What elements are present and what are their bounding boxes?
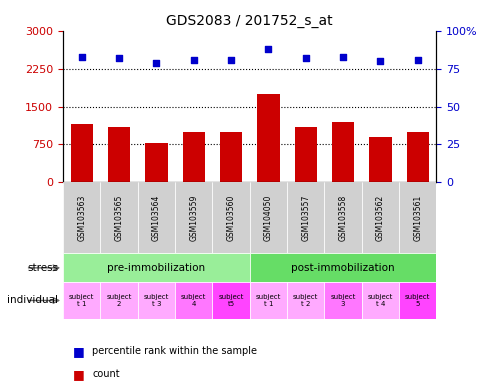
Bar: [182, 132, 205, 182]
Text: GSM103560: GSM103560: [226, 195, 235, 241]
Bar: [175, 182, 212, 253]
Bar: [287, 182, 324, 253]
Bar: [406, 132, 428, 182]
Text: GSM103562: GSM103562: [375, 195, 384, 241]
Text: GSM103558: GSM103558: [338, 195, 347, 241]
Bar: [100, 282, 137, 319]
Bar: [249, 253, 436, 282]
Point: [376, 58, 383, 64]
Point: [413, 56, 421, 63]
Bar: [294, 127, 317, 182]
Text: subject
5: subject 5: [404, 294, 430, 307]
Bar: [107, 127, 130, 182]
Bar: [219, 132, 242, 182]
Text: subject
4: subject 4: [181, 294, 206, 307]
Bar: [212, 282, 249, 319]
Text: stress: stress: [27, 263, 58, 273]
Text: GSM103563: GSM103563: [77, 195, 86, 241]
Bar: [361, 282, 398, 319]
Text: GSM103565: GSM103565: [114, 195, 123, 241]
Point: [227, 56, 234, 63]
Title: GDS2083 / 201752_s_at: GDS2083 / 201752_s_at: [166, 14, 333, 28]
Text: GSM104050: GSM104050: [263, 195, 272, 241]
Point: [338, 53, 346, 60]
Bar: [331, 122, 354, 182]
Text: GSM103559: GSM103559: [189, 195, 198, 241]
Bar: [398, 282, 436, 319]
Text: ■: ■: [73, 345, 84, 358]
Text: percentile rank within the sample: percentile rank within the sample: [92, 346, 257, 356]
Bar: [287, 282, 324, 319]
Point: [264, 46, 272, 52]
Bar: [212, 182, 249, 253]
Text: individual: individual: [7, 295, 58, 306]
Bar: [70, 124, 93, 182]
Text: subject
2: subject 2: [106, 294, 132, 307]
Bar: [249, 282, 287, 319]
Bar: [257, 94, 279, 182]
Text: GSM103557: GSM103557: [301, 195, 310, 241]
Point: [189, 56, 197, 63]
Text: subject
t5: subject t5: [218, 294, 243, 307]
Text: subject
t 2: subject t 2: [292, 294, 318, 307]
Text: pre-immobilization: pre-immobilization: [107, 263, 205, 273]
Text: subject
t 4: subject t 4: [367, 294, 393, 307]
Point: [115, 55, 122, 61]
Bar: [63, 253, 249, 282]
Point: [301, 55, 309, 61]
Bar: [100, 182, 137, 253]
Bar: [137, 182, 175, 253]
Bar: [63, 282, 100, 319]
Point: [152, 60, 160, 66]
Text: subject
t 3: subject t 3: [143, 294, 169, 307]
Bar: [145, 143, 167, 182]
Text: post-immobilization: post-immobilization: [291, 263, 394, 273]
Text: GSM103561: GSM103561: [412, 195, 422, 241]
Bar: [137, 282, 175, 319]
Text: GSM103564: GSM103564: [151, 195, 161, 241]
Bar: [368, 137, 391, 182]
Text: subject
3: subject 3: [330, 294, 355, 307]
Bar: [175, 282, 212, 319]
Bar: [324, 182, 361, 253]
Text: count: count: [92, 369, 120, 379]
Text: subject
t 1: subject t 1: [69, 294, 94, 307]
Text: subject
t 1: subject t 1: [255, 294, 281, 307]
Bar: [249, 182, 287, 253]
Bar: [324, 282, 361, 319]
Text: ■: ■: [73, 368, 84, 381]
Bar: [361, 182, 398, 253]
Point: [77, 53, 85, 60]
Bar: [398, 182, 436, 253]
Bar: [63, 182, 100, 253]
